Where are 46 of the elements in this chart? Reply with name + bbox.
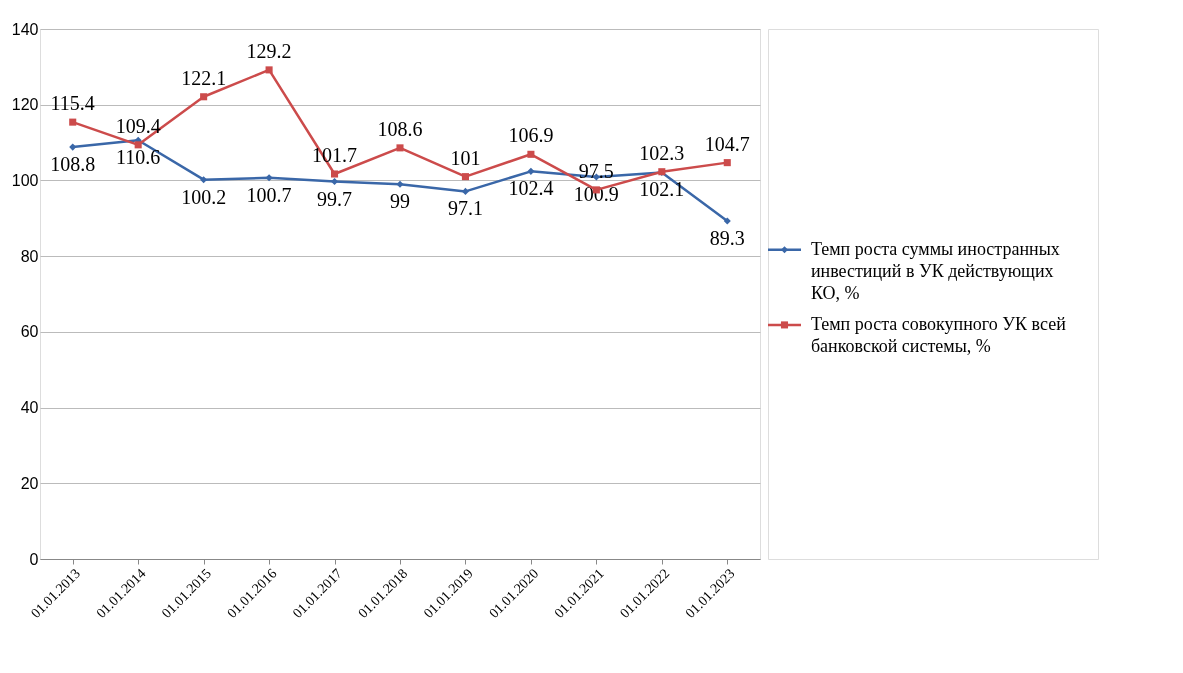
data-label: 109.4 — [115, 114, 161, 137]
y-tick-label: 40 — [20, 399, 39, 417]
data-label: 102.1 — [639, 178, 685, 201]
point — [265, 66, 273, 74]
data-label: 89.3 — [709, 226, 745, 249]
point — [527, 167, 535, 175]
point — [723, 217, 731, 225]
point — [69, 118, 77, 126]
data-label: 110.6 — [116, 146, 161, 169]
point — [331, 170, 339, 178]
point — [461, 173, 469, 181]
data-label: 100.7 — [246, 183, 292, 206]
data-label: 108.8 — [50, 153, 96, 176]
data-label: 129.2 — [246, 39, 292, 62]
data-label: 122.1 — [181, 66, 227, 89]
data-label: 102.3 — [639, 141, 685, 164]
y-tick-label: 100 — [11, 171, 39, 189]
data-label: 99.7 — [317, 187, 353, 210]
point — [134, 141, 142, 149]
point — [200, 93, 208, 101]
point — [331, 178, 339, 186]
y-tick-label: 120 — [11, 96, 39, 114]
point — [396, 144, 404, 152]
point — [265, 174, 273, 182]
point — [723, 159, 731, 167]
legend-label: Темп роста суммы иностранных инвестиций в УК действующих КО, % — [810, 238, 1060, 303]
y-tick-label: 60 — [20, 323, 39, 341]
data-label: 100.2 — [181, 185, 227, 208]
point — [527, 150, 535, 158]
data-label: 106.9 — [508, 124, 554, 147]
y-tick-label: 0 — [29, 550, 39, 568]
legend-label: Темп роста совокупного УК всей банковской системы, % — [810, 313, 1067, 356]
data-label: 102.4 — [508, 177, 554, 200]
y-tick-label: 140 — [11, 20, 39, 38]
point — [200, 176, 208, 184]
data-label: 108.6 — [377, 117, 423, 140]
data-label: 99 — [390, 190, 410, 213]
data-label: 101 — [450, 146, 481, 169]
data-label: 115.4 — [50, 92, 95, 115]
point — [461, 187, 469, 195]
point — [396, 180, 404, 188]
point — [69, 143, 77, 151]
data-label: 97.1 — [447, 197, 483, 220]
data-label: 104.7 — [704, 132, 750, 155]
y-tick-label: 80 — [20, 247, 39, 265]
y-tick-label: 20 — [20, 474, 39, 492]
